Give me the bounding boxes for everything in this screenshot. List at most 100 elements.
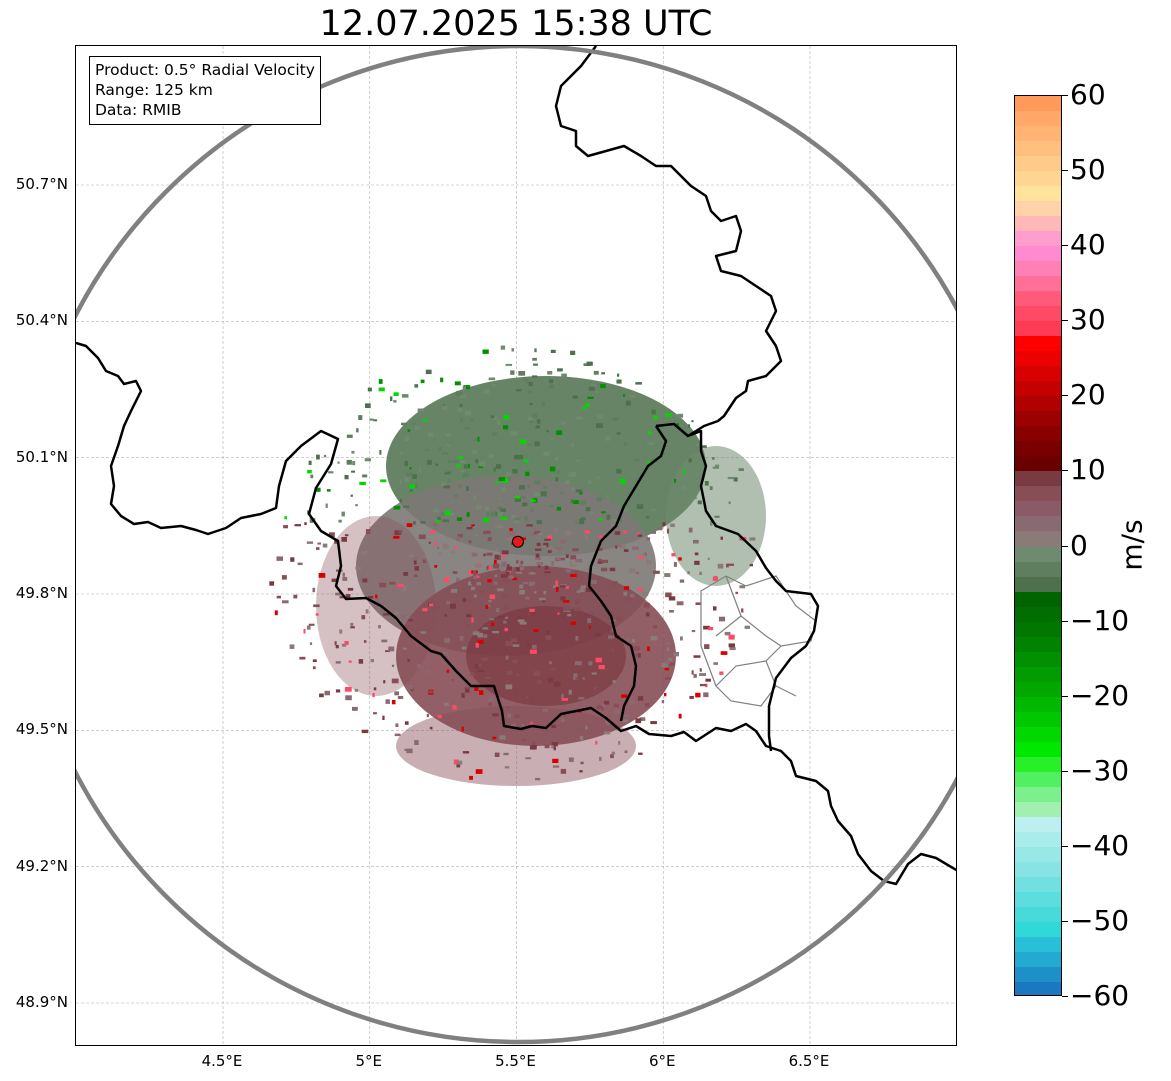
echo-speckle: [461, 646, 467, 650]
echo-speckle: [475, 459, 479, 464]
echo-speckle: [372, 693, 375, 698]
colorbar-tick-mark: [1062, 470, 1068, 472]
echo-speckle: [501, 487, 506, 492]
echo-speckle: [432, 522, 436, 527]
echo-speckle: [561, 698, 568, 701]
echo-speckle: [394, 611, 400, 615]
echo-speckle: [409, 484, 416, 489]
echo-speckle: [465, 688, 470, 693]
echo-speckle: [601, 511, 606, 514]
echo-speckle: [430, 530, 436, 534]
echo-speckle: [378, 387, 385, 392]
colorbar-tick-mark: [1062, 245, 1068, 247]
echo-speckle: [483, 389, 490, 394]
echo-speckle: [293, 594, 298, 599]
echo-speckle: [472, 450, 477, 455]
echo-speckle: [749, 537, 756, 541]
echo-speckle: [299, 656, 306, 660]
echo-speckle: [644, 703, 650, 707]
echo-speckle: [352, 460, 356, 466]
echo-speckle: [606, 514, 611, 520]
lon-tick-label: 5°E: [355, 1052, 383, 1070]
echo-speckle: [564, 607, 571, 611]
echo-speckle: [324, 454, 327, 458]
echo-speckle: [673, 652, 679, 657]
echo-speckle: [334, 641, 337, 646]
lat-tick-label: 50.7°N: [15, 175, 68, 193]
echo-speckle: [368, 596, 374, 599]
colorbar-tick-label: −10: [1070, 603, 1130, 637]
echo-speckle: [598, 665, 605, 670]
echo-speckle: [597, 414, 603, 419]
echo-speckle: [475, 769, 483, 774]
echo-speckle: [560, 491, 564, 494]
echo-speckle: [646, 537, 651, 541]
echo-speckle: [703, 692, 709, 698]
echo-speckle: [538, 532, 543, 536]
echo-speckle: [688, 458, 692, 463]
echo-speckle: [451, 678, 454, 681]
echo-speckle: [683, 469, 686, 474]
echo-speckle: [626, 638, 630, 642]
echo-speckle: [581, 406, 587, 409]
echo-speckle: [588, 529, 592, 532]
colorbar-band: [1015, 966, 1061, 983]
echo-speckle: [590, 579, 597, 584]
echo-speckle: [438, 446, 442, 451]
colorbar-tick-mark: [1062, 545, 1068, 547]
echo-speckle: [337, 461, 340, 464]
lat-tick-label: 48.9°N: [15, 993, 68, 1011]
echo-speckle: [604, 700, 610, 705]
echo-speckle: [617, 373, 620, 377]
echo-speckle: [645, 612, 650, 617]
echo-speckle: [505, 684, 513, 690]
colorbar-band: [1015, 366, 1061, 382]
echo-speckle: [575, 598, 581, 604]
echo-speckle: [576, 590, 581, 593]
echo-speckle: [579, 735, 584, 740]
echo-speckle: [477, 640, 484, 644]
echo-speckle: [575, 558, 582, 563]
radar-map[interactable]: Product: 0.5° Radial Velocity Range: 125…: [75, 45, 957, 1046]
echo-speckle: [501, 594, 507, 598]
echo-speckle: [526, 524, 533, 527]
echo-speckle: [691, 420, 694, 423]
echo-speckle: [511, 515, 516, 519]
colorbar-band: [1015, 441, 1061, 457]
echo-speckle: [586, 361, 593, 366]
echo-speckle: [505, 641, 513, 647]
echo-speckle: [661, 662, 668, 668]
echo-speckle: [565, 554, 569, 558]
echo-speckle: [693, 655, 701, 658]
echo-speckle: [516, 389, 522, 392]
echo-speckle: [328, 532, 335, 538]
echo-speckle: [506, 671, 513, 675]
echo-speckle: [482, 349, 489, 354]
echo-speckle: [507, 569, 511, 574]
echo-speckle: [317, 542, 322, 545]
echo-speckle: [643, 602, 650, 608]
echo-speckle: [401, 422, 407, 426]
echo-speckle: [404, 436, 410, 441]
echo-speckle: [560, 768, 567, 774]
echo-speckle: [543, 591, 547, 595]
echo-speckle: [535, 548, 542, 551]
colorbar-band: [1015, 606, 1061, 623]
echo-speckle: [505, 571, 510, 576]
echo-speckle: [459, 635, 464, 641]
echo-speckle: [586, 587, 592, 593]
echo-speckle: [699, 461, 705, 464]
echo-speckle: [543, 451, 550, 456]
echo-speckle: [361, 729, 369, 734]
echo-speckle: [502, 554, 506, 559]
echo-speckle: [527, 484, 530, 488]
echo-speckle: [281, 575, 287, 580]
echo-speckle: [456, 536, 461, 542]
colorbar-band: [1015, 336, 1061, 352]
echo-speckle: [460, 470, 465, 473]
echo-speckle: [369, 418, 374, 421]
echo-speckle: [442, 519, 449, 523]
echo-speckle: [312, 587, 316, 593]
echo-speckle: [650, 635, 658, 641]
echo-speckle: [378, 379, 383, 384]
